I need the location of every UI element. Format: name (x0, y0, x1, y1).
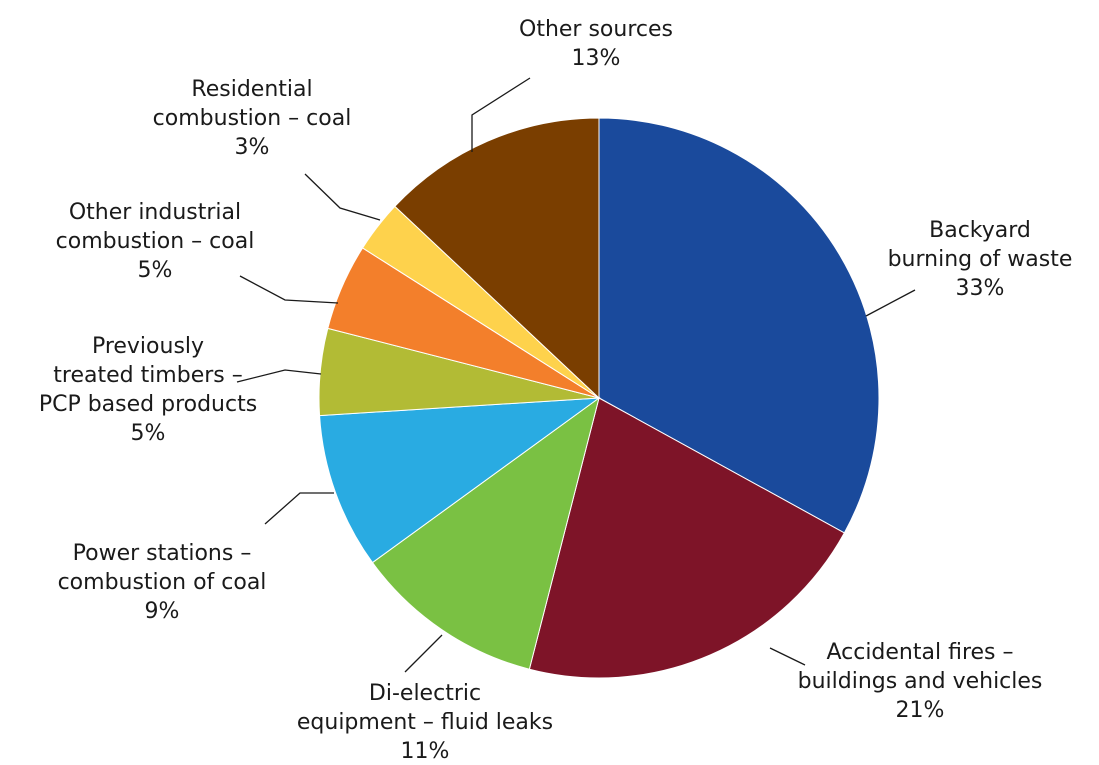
pie-slice (528, 397, 846, 679)
slice-labels: Backyard burning of waste 33% Accidental fi… (39, 17, 1073, 764)
slice-label-line: combustion – coal (153, 106, 352, 131)
leader-lines (236, 77, 916, 673)
slice-label-line: burning of waste (888, 247, 1073, 272)
leader-line (404, 634, 443, 673)
slice-percent: 13% (572, 46, 621, 71)
slice-label: Backyard burning of waste 33% (888, 218, 1073, 301)
slice-label-line: Other industrial (69, 200, 241, 225)
slice-percent: 33% (956, 276, 1005, 301)
slice-percent: 21% (896, 698, 945, 723)
slice-label-line: Backyard (929, 218, 1031, 243)
slice-label: Accidental fires – buildings and vehicles… (798, 640, 1043, 723)
pie-slice (319, 397, 601, 564)
slice-label-line: equipment – fluid leaks (297, 710, 553, 735)
pie-slices (318, 117, 880, 679)
slice-percent: 3% (235, 135, 270, 160)
slice-label: Other sources 13% (519, 17, 673, 71)
slice-label-line: Previously (92, 334, 204, 359)
slice-label-line: Accidental fires – (826, 640, 1013, 665)
slice-percent: 5% (138, 258, 173, 283)
slice-label-line: PCP based products (39, 392, 257, 417)
slice-label: Residential combustion – coal 3% (153, 77, 352, 160)
slice-label: Di-electric equipment – fluid leaks 11% (297, 681, 553, 764)
slice-label-line: buildings and vehicles (798, 669, 1043, 694)
slice-label-line: Residential (191, 77, 312, 102)
slice-label-line: treated timbers – (53, 363, 243, 388)
slice-label-line: Di-electric (369, 681, 481, 706)
slice-label: Power stations – combustion of coal 9% (58, 541, 267, 624)
slice-label-line: Other sources (519, 17, 673, 42)
pie-slice (598, 117, 880, 534)
slice-percent: 5% (131, 421, 166, 446)
slice-label: Previously treated timbers – PCP based pro… (39, 334, 257, 446)
slice-label: Other industrial combustion – coal 5% (56, 200, 255, 283)
slice-label-line: combustion – coal (56, 229, 255, 254)
leader-line (471, 77, 531, 152)
pie-slice (394, 117, 600, 400)
leader-line (304, 173, 381, 221)
leader-line (239, 275, 339, 304)
leader-line (236, 369, 322, 383)
pie-slice (371, 396, 600, 670)
slice-percent: 11% (401, 739, 450, 764)
slice-label-line: Power stations – (73, 541, 252, 566)
slice-percent: 9% (145, 599, 180, 624)
slice-label-line: combustion of coal (58, 570, 267, 595)
leader-line (769, 647, 806, 666)
leader-line (865, 289, 916, 317)
leader-line (264, 492, 334, 525)
